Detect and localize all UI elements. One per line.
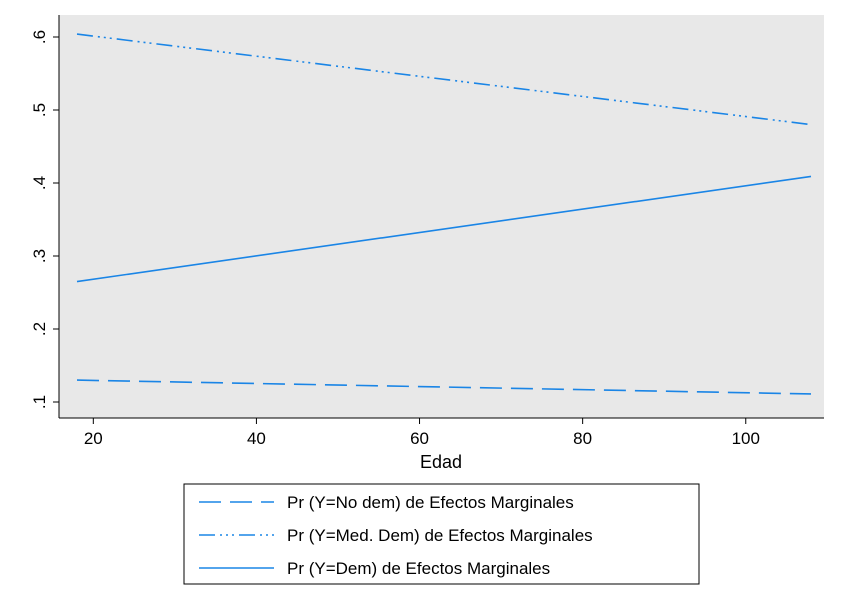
y-tick-label: .4 — [30, 176, 49, 190]
y-tick-label: .6 — [30, 30, 49, 44]
series-lines — [76, 33, 812, 395]
legend-label: Pr (Y=No dem) de Efectos Marginales — [287, 493, 574, 512]
legend: Pr (Y=No dem) de Efectos Marginales Pr (Y… — [183, 483, 700, 585]
x-tick-label: 60 — [410, 429, 429, 448]
x-tick-label: 40 — [247, 429, 266, 448]
legend-items: Pr (Y=No dem) de Efectos Marginales Pr (Y… — [199, 493, 593, 578]
legend-label: Pr (Y=Med. Dem) de Efectos Marginales — [287, 526, 593, 545]
y-tick-label: .2 — [30, 322, 49, 336]
y-axis-ticks: .1 .2 .3 .4 .5 .6 — [30, 30, 59, 409]
x-axis-ticks: 20 40 60 80 100 — [84, 418, 760, 448]
x-tick-label: 80 — [573, 429, 592, 448]
x-tick-label: 20 — [84, 429, 103, 448]
series-line-3 — [76, 175, 812, 283]
x-tick-label: 100 — [732, 429, 760, 448]
series-line-2 — [76, 33, 812, 126]
y-tick-label: .5 — [30, 103, 49, 117]
y-tick-label: .3 — [30, 249, 49, 263]
legend-label: Pr (Y=Dem) de Efectos Marginales — [287, 559, 550, 578]
plot-area — [59, 15, 824, 418]
y-tick-label: .1 — [30, 395, 49, 409]
x-axis-title: Edad — [420, 452, 462, 472]
